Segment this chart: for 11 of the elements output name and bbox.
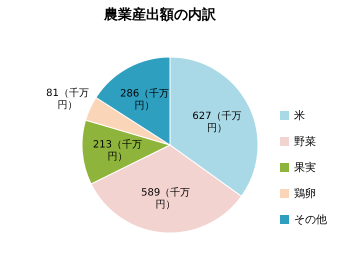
chart-title: 農業産出額の内訳 bbox=[102, 6, 217, 24]
legend-label: 米 bbox=[294, 108, 305, 122]
legend-label: 野菜 bbox=[294, 134, 316, 148]
data-label: 589（千万円） bbox=[141, 186, 190, 211]
data-label: 81（千万円） bbox=[46, 87, 89, 112]
data-label: 627（千万円） bbox=[192, 110, 242, 134]
data-label: 213（千万円） bbox=[92, 138, 142, 163]
data-label: 286（千万円） bbox=[120, 88, 170, 112]
legend-label: 果実 bbox=[294, 160, 316, 174]
legend-label: 鶏卵 bbox=[294, 186, 316, 200]
legend-label: その他 bbox=[294, 212, 327, 226]
